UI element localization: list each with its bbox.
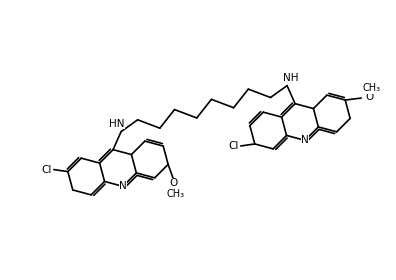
Text: Cl: Cl (228, 141, 239, 151)
Text: Cl: Cl (42, 165, 52, 175)
Text: O: O (365, 92, 373, 102)
Text: N: N (119, 181, 127, 191)
Text: O: O (169, 178, 177, 188)
Text: N: N (301, 135, 309, 145)
Text: NH: NH (283, 73, 299, 83)
Text: CH₃: CH₃ (362, 83, 380, 93)
Text: HN: HN (109, 119, 125, 129)
Text: CH₃: CH₃ (166, 189, 184, 199)
